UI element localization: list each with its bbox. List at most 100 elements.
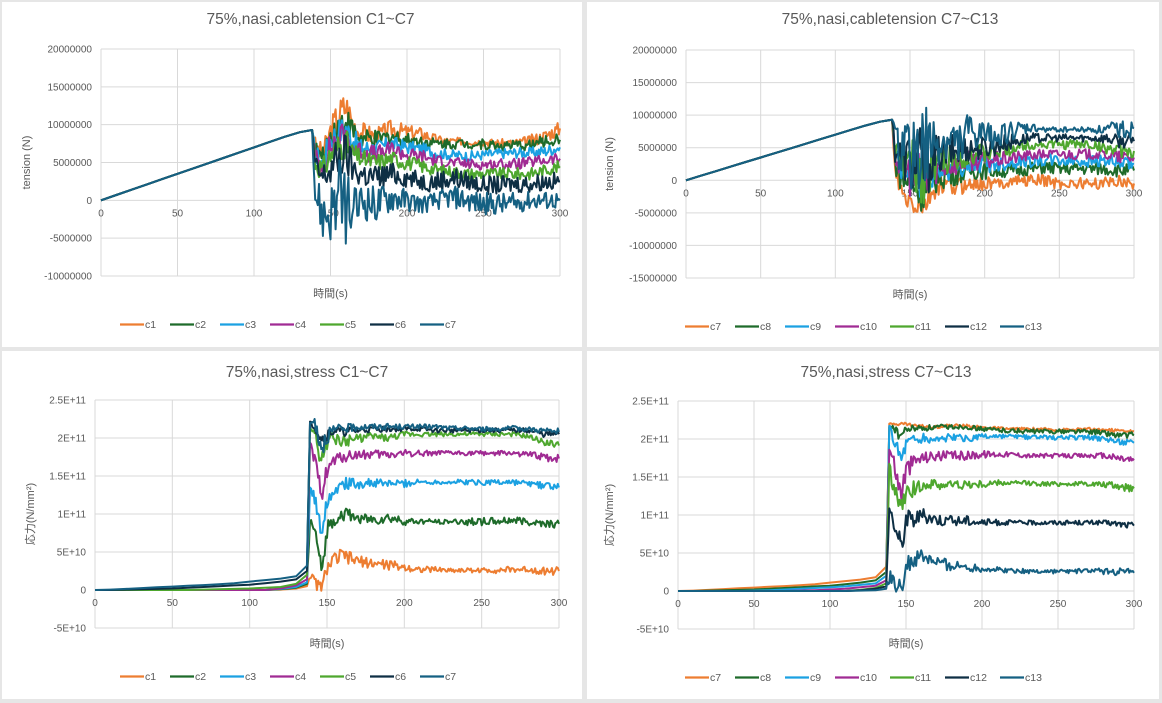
- chart-panel-tension-c7-c13[interactable]: 75%,nasi,cabletension C7~C13 20000000 1500…: [587, 2, 1159, 347]
- series-line-c13: [678, 549, 1135, 593]
- legend-item-c5[interactable]: c5: [320, 671, 356, 683]
- legend-item-c8[interactable]: c8: [735, 672, 771, 684]
- legend-label: c7: [445, 319, 456, 331]
- legend-label: c3: [245, 671, 256, 683]
- legend-label: c10: [860, 672, 877, 684]
- legend-item-c9[interactable]: c9: [785, 672, 821, 684]
- legend-item-c5[interactable]: c5: [320, 319, 356, 331]
- legend-item-c10[interactable]: c10: [835, 672, 877, 684]
- legend-label: c2: [195, 671, 206, 683]
- series-line-c1: [100, 97, 561, 202]
- legend-item-c1[interactable]: c1: [120, 319, 156, 331]
- y-tick-label: 2E+11: [58, 434, 87, 445]
- legend-item-c4[interactable]: c4: [270, 319, 306, 331]
- legend-item-c6[interactable]: c6: [370, 671, 406, 683]
- series-line-c10: [678, 448, 1135, 592]
- y-tick-label: 0: [671, 176, 677, 187]
- legend-item-c8[interactable]: c8: [735, 321, 771, 333]
- series-line-c5: [95, 427, 560, 591]
- x-axis-label: 時間(s): [893, 288, 928, 301]
- chart-panel-tension-c1-c7[interactable]: 75%,nasi,cabletension C1~C7 20000000 15000…: [2, 2, 582, 347]
- legend-item-c3[interactable]: c3: [220, 319, 256, 331]
- y-tick-label: 5E+10: [640, 549, 670, 560]
- legend-item-c2[interactable]: c2: [170, 319, 206, 331]
- legend-item-c7[interactable]: c7: [420, 319, 456, 331]
- x-tick-label: 300: [1126, 599, 1143, 610]
- legend-item-c3[interactable]: c3: [220, 671, 256, 683]
- legend-label: c5: [345, 319, 356, 331]
- x-tick-label: 300: [552, 208, 569, 219]
- legend-label: c11: [915, 321, 931, 333]
- legend-item-c7[interactable]: c7: [420, 671, 456, 683]
- legend-item-c12[interactable]: c12: [945, 672, 987, 684]
- x-tick-label: 300: [551, 598, 568, 609]
- series-line-c3: [95, 476, 560, 591]
- series-line-c4: [100, 123, 561, 202]
- x-tick-label: 100: [246, 208, 263, 219]
- x-tick-label: 0: [683, 188, 689, 199]
- x-axis-label: 時間(s): [310, 637, 345, 650]
- legend-item-c12[interactable]: c12: [945, 321, 987, 333]
- y-tick-label: 5E+10: [57, 548, 87, 559]
- x-tick-label: 300: [1126, 188, 1143, 199]
- y-tick-label: 15000000: [48, 82, 93, 93]
- y-tick-label: -5E+10: [53, 624, 86, 635]
- y-axis-label: tension (N): [604, 137, 616, 191]
- legend-item-c13[interactable]: c13: [1000, 672, 1042, 684]
- legend-label: c7: [710, 321, 721, 333]
- x-axis-label: 時間(s): [889, 637, 924, 650]
- legend-item-c7[interactable]: c7: [685, 321, 721, 333]
- series-line-c7: [685, 118, 1135, 214]
- legend-label: c1: [145, 671, 156, 683]
- chart-panel-stress-c7-c13[interactable]: 75%,nasi,stress C7~C13 2.5E+11 2E+11 1.5E+1…: [587, 351, 1159, 699]
- x-tick-label: 100: [827, 188, 844, 199]
- legend-item-c13[interactable]: c13: [1000, 321, 1042, 333]
- series-line-c4: [95, 441, 560, 591]
- legend-label: c10: [860, 321, 877, 333]
- legend-item-c4[interactable]: c4: [270, 671, 306, 683]
- y-tick-label: 2.5E+11: [632, 397, 669, 408]
- x-tick-label: 0: [92, 598, 98, 609]
- legend-item-c9[interactable]: c9: [785, 321, 821, 333]
- legend-label: c8: [760, 321, 771, 333]
- y-tick-label: 1E+11: [641, 511, 670, 522]
- legend-item-c2[interactable]: c2: [170, 671, 206, 683]
- legend-label: c12: [970, 672, 987, 684]
- x-tick-label: 250: [1050, 599, 1067, 610]
- series-line-c1: [95, 548, 560, 592]
- y-tick-label: 0: [663, 587, 669, 598]
- legend-label: c9: [810, 321, 821, 333]
- legend-label: c13: [1025, 321, 1042, 333]
- y-tick-label: -5000000: [635, 208, 678, 219]
- x-tick-label: 250: [1051, 188, 1068, 199]
- legend-label: c5: [345, 671, 356, 683]
- legend-item-c6[interactable]: c6: [370, 319, 406, 331]
- x-tick-label: 0: [98, 208, 104, 219]
- y-tick-label: -10000000: [44, 272, 92, 283]
- y-tick-label: -10000000: [629, 241, 677, 252]
- chart-panel-stress-c1-c7[interactable]: 75%,nasi,stress C1~C7 2.5E+11 2E+11 1.5E+11…: [2, 351, 582, 699]
- y-axis-label: tension (N): [21, 136, 33, 190]
- x-tick-label: 150: [898, 599, 915, 610]
- x-axis-label: 時間(s): [313, 287, 348, 300]
- legend-label: c4: [295, 671, 306, 683]
- legend-label: c11: [915, 672, 931, 684]
- series-line-c11: [678, 462, 1135, 592]
- legend-item-c7[interactable]: c7: [685, 672, 721, 684]
- y-tick-label: -15000000: [629, 274, 677, 285]
- legend-item-c10[interactable]: c10: [835, 321, 877, 333]
- x-tick-label: 250: [475, 208, 492, 219]
- y-tick-label: -5E+10: [636, 625, 669, 636]
- legend-item-c11[interactable]: c11: [890, 672, 931, 684]
- legend-item-c11[interactable]: c11: [890, 321, 931, 333]
- x-tick-label: 50: [167, 598, 179, 609]
- y-tick-label: 5000000: [638, 143, 677, 154]
- legend-label: c1: [145, 319, 156, 331]
- legend-label: c3: [245, 319, 256, 331]
- x-tick-label: 200: [396, 598, 413, 609]
- legend-item-c1[interactable]: c1: [120, 671, 156, 683]
- legend-label: c8: [760, 672, 771, 684]
- legend-label: c4: [295, 319, 306, 331]
- x-tick-label: 200: [399, 208, 416, 219]
- x-tick-label: 200: [974, 599, 991, 610]
